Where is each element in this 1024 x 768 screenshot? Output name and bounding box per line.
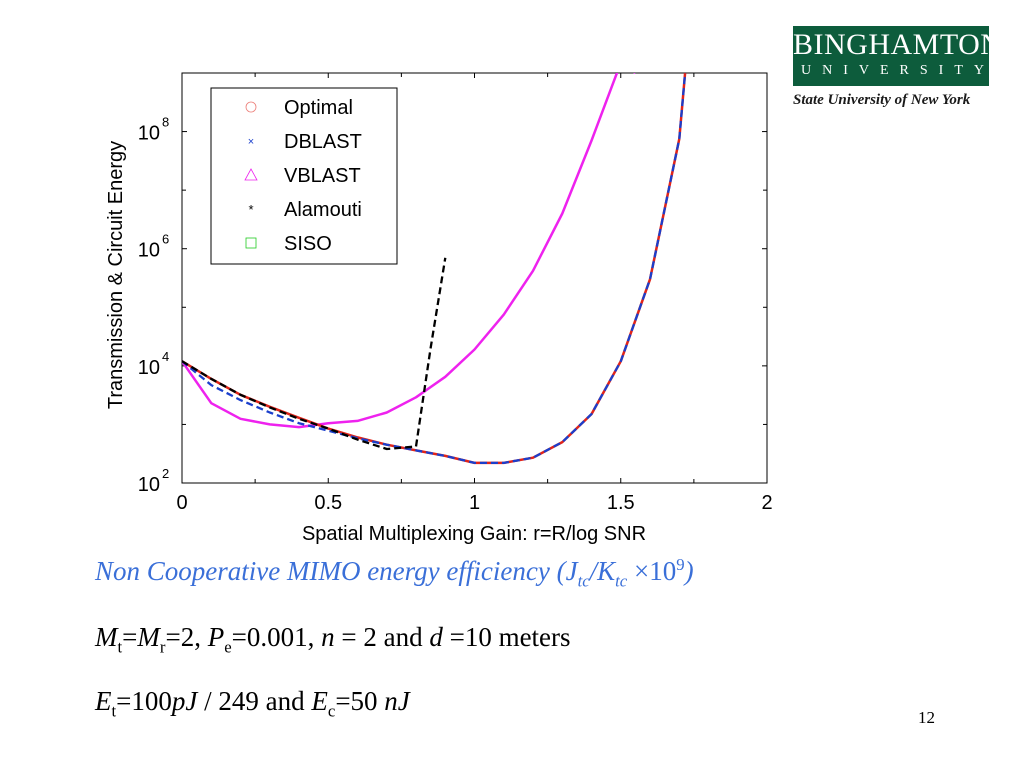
param-sub: c	[327, 701, 336, 721]
param-text: =	[122, 622, 138, 652]
legend-marker-triangle	[244, 168, 258, 181]
logo-word-binghamton: BINGHAMTON	[793, 28, 1003, 61]
y-tick-label: 10	[138, 123, 160, 145]
param-text: pJ	[171, 686, 198, 716]
legend-label: VBLAST	[284, 165, 361, 187]
param-sub: r	[159, 637, 166, 657]
legend-label: DBLAST	[284, 131, 362, 153]
caption-sup: 9	[676, 555, 685, 574]
caption-sub: tc	[577, 571, 590, 591]
param-text: d	[429, 622, 443, 652]
param-sub: t	[117, 637, 123, 657]
param-text: =100	[116, 686, 172, 716]
axis-ticks	[181, 72, 768, 484]
y-tick-exponent: 8	[162, 115, 169, 130]
caption-text: Non Cooperative MIMO energy efficiency (…	[95, 556, 578, 586]
x-tick-label: 0.5	[314, 492, 342, 514]
series-line-vblast	[182, 73, 636, 429]
series-line-dblast	[182, 73, 687, 465]
param-text: M	[95, 622, 118, 652]
param-text: E	[311, 686, 328, 716]
legend-marker-circle	[245, 101, 257, 113]
x-tick-label: 2	[761, 492, 772, 514]
param-text: M	[137, 622, 160, 652]
x-tick-label: 0	[176, 492, 187, 514]
legend-label: Alamouti	[284, 199, 362, 221]
page-number: 12	[918, 708, 935, 727]
param-text: =10 meters	[442, 622, 571, 652]
logo-tagline: State University of New York	[793, 92, 971, 108]
legend-box	[210, 87, 398, 265]
legend-marker-x: ×	[248, 136, 254, 148]
series-layer	[182, 73, 687, 465]
legend: Optimal × DBLAST VBLAST * Alamouti SISO	[210, 87, 398, 265]
param-text: E	[95, 686, 112, 716]
y-tick-label: 10	[138, 357, 160, 379]
university-logo: BINGHAMTON UNIVERSITY State University o…	[793, 26, 1003, 109]
x-axis-label: Spatial Multiplexing Gain: r=R/log SNR	[302, 523, 646, 545]
y-tick-exponent: 4	[162, 349, 169, 364]
param-sub: t	[111, 701, 117, 721]
param-text: = 2 and	[334, 622, 430, 652]
legend-marker-star: *	[248, 202, 253, 217]
caption-sub: tc	[615, 571, 628, 591]
y-axis-label: Transmission & Circuit Energy	[105, 141, 127, 409]
x-tick-label: 1	[469, 492, 480, 514]
param-text: =2,	[165, 622, 208, 652]
caption-text: /K	[589, 556, 616, 586]
logo-box: BINGHAMTON UNIVERSITY	[793, 26, 1003, 86]
series-line-alamouti	[182, 257, 447, 451]
legend-label: SISO	[284, 233, 332, 255]
param-text: / 249 and	[197, 686, 312, 716]
parameters-line-1: Mt=Mr=2, Pe=0.001, n = 2 and d =10 meter…	[95, 622, 571, 657]
x-tick-label: 1.5	[607, 492, 635, 514]
param-text: =0.001,	[231, 622, 322, 652]
legend-label: Optimal	[284, 97, 353, 119]
legend-marker-square	[245, 237, 257, 249]
param-text: n	[321, 622, 335, 652]
caption-text: ×10	[627, 556, 677, 586]
param-text: nJ	[384, 686, 410, 716]
param-sub: e	[224, 637, 232, 657]
y-tick-exponent: 6	[162, 232, 169, 247]
param-text: =50	[335, 686, 385, 716]
logo-word-university: UNIVERSITY	[801, 63, 995, 78]
caption-text: )	[684, 556, 694, 586]
param-text: P	[207, 622, 225, 652]
y-tick-label: 10	[138, 240, 160, 262]
figure-caption: Non Cooperative MIMO energy efficiency (…	[95, 555, 694, 591]
y-tick-exponent: 2	[162, 466, 169, 481]
y-tick-label: 10	[138, 474, 160, 496]
parameters-line-2: Et=100pJ / 249 and Ec=50 nJ	[95, 686, 410, 721]
